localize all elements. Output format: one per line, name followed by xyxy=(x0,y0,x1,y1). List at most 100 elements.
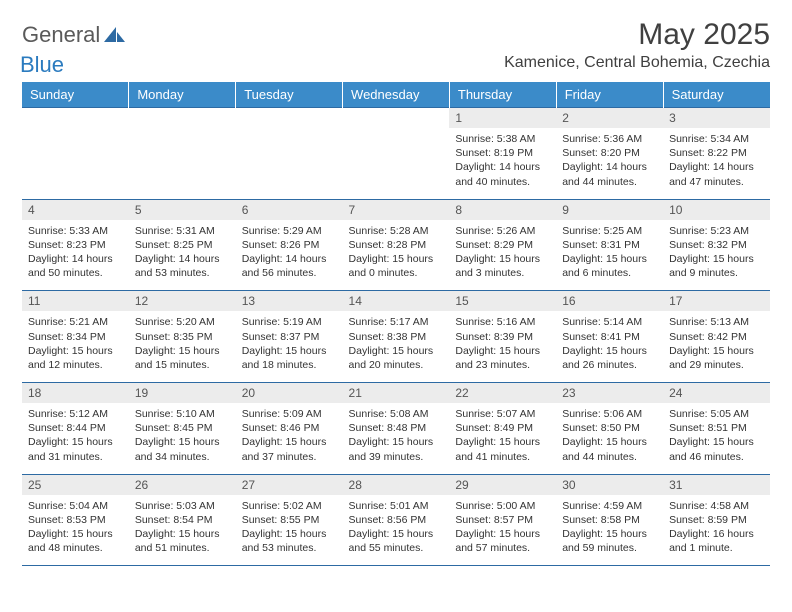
daylight-text-1: Daylight: 15 hours xyxy=(349,435,444,449)
day-number: 9 xyxy=(556,200,663,220)
daylight-text-2: and 57 minutes. xyxy=(455,541,550,555)
day-details: Sunrise: 5:12 AMSunset: 8:44 PMDaylight:… xyxy=(22,403,129,474)
daylight-text-2: and 31 minutes. xyxy=(28,450,123,464)
daylight-text-2: and 37 minutes. xyxy=(242,450,337,464)
sunrise-text: Sunrise: 5:05 AM xyxy=(669,407,764,421)
daylight-text-1: Daylight: 15 hours xyxy=(28,344,123,358)
daylight-text-1: Daylight: 15 hours xyxy=(669,344,764,358)
daylight-text-1: Daylight: 15 hours xyxy=(455,435,550,449)
daylight-text-2: and 3 minutes. xyxy=(455,266,550,280)
calendar-day-cell: 17Sunrise: 5:13 AMSunset: 8:42 PMDayligh… xyxy=(663,291,770,383)
calendar-day-cell: 10Sunrise: 5:23 AMSunset: 8:32 PMDayligh… xyxy=(663,199,770,291)
daylight-text-2: and 44 minutes. xyxy=(562,450,657,464)
day-number: 18 xyxy=(22,383,129,403)
day-number: 20 xyxy=(236,383,343,403)
daylight-text-1: Daylight: 15 hours xyxy=(135,344,230,358)
daylight-text-1: Daylight: 15 hours xyxy=(562,252,657,266)
day-number: 19 xyxy=(129,383,236,403)
sunset-text: Sunset: 8:57 PM xyxy=(455,513,550,527)
daylight-text-2: and 50 minutes. xyxy=(28,266,123,280)
brand-logo: General xyxy=(22,22,128,48)
daylight-text-2: and 20 minutes. xyxy=(349,358,444,372)
calendar-day-cell: 31Sunrise: 4:58 AMSunset: 8:59 PMDayligh… xyxy=(663,474,770,566)
daylight-text-1: Daylight: 14 hours xyxy=(135,252,230,266)
calendar-day-cell: 21Sunrise: 5:08 AMSunset: 8:48 PMDayligh… xyxy=(343,383,450,475)
sunrise-text: Sunrise: 5:21 AM xyxy=(28,315,123,329)
month-title: May 2025 xyxy=(504,18,770,52)
daylight-text-2: and 9 minutes. xyxy=(669,266,764,280)
daylight-text-1: Daylight: 14 hours xyxy=(28,252,123,266)
weekday-header: Wednesday xyxy=(343,82,450,108)
brand-text-1: General xyxy=(22,22,100,48)
day-details: Sunrise: 4:58 AMSunset: 8:59 PMDaylight:… xyxy=(663,495,770,566)
sunset-text: Sunset: 8:50 PM xyxy=(562,421,657,435)
calendar-day-cell: 8Sunrise: 5:26 AMSunset: 8:29 PMDaylight… xyxy=(449,199,556,291)
daylight-text-1: Daylight: 15 hours xyxy=(135,435,230,449)
day-number: 27 xyxy=(236,475,343,495)
sunset-text: Sunset: 8:31 PM xyxy=(562,238,657,252)
day-details: Sunrise: 5:34 AMSunset: 8:22 PMDaylight:… xyxy=(663,128,770,199)
day-number: 3 xyxy=(663,108,770,128)
weekday-header: Friday xyxy=(556,82,663,108)
sunrise-text: Sunrise: 5:09 AM xyxy=(242,407,337,421)
day-details: Sunrise: 5:02 AMSunset: 8:55 PMDaylight:… xyxy=(236,495,343,566)
calendar-day-cell: 27Sunrise: 5:02 AMSunset: 8:55 PMDayligh… xyxy=(236,474,343,566)
day-number xyxy=(343,108,450,128)
calendar-day-cell: 20Sunrise: 5:09 AMSunset: 8:46 PMDayligh… xyxy=(236,383,343,475)
sunset-text: Sunset: 8:55 PM xyxy=(242,513,337,527)
sunrise-text: Sunrise: 5:28 AM xyxy=(349,224,444,238)
sunrise-text: Sunrise: 5:14 AM xyxy=(562,315,657,329)
day-number: 13 xyxy=(236,291,343,311)
calendar-day-cell: 4Sunrise: 5:33 AMSunset: 8:23 PMDaylight… xyxy=(22,199,129,291)
calendar-day-cell: 15Sunrise: 5:16 AMSunset: 8:39 PMDayligh… xyxy=(449,291,556,383)
sunset-text: Sunset: 8:32 PM xyxy=(669,238,764,252)
daylight-text-2: and 56 minutes. xyxy=(242,266,337,280)
day-number: 15 xyxy=(449,291,556,311)
sunset-text: Sunset: 8:44 PM xyxy=(28,421,123,435)
brand-text-2: Blue xyxy=(20,52,64,77)
day-details xyxy=(22,128,129,199)
sunset-text: Sunset: 8:46 PM xyxy=(242,421,337,435)
sunset-text: Sunset: 8:19 PM xyxy=(455,146,550,160)
day-details: Sunrise: 5:31 AMSunset: 8:25 PMDaylight:… xyxy=(129,220,236,291)
sunrise-text: Sunrise: 5:10 AM xyxy=(135,407,230,421)
day-details: Sunrise: 5:33 AMSunset: 8:23 PMDaylight:… xyxy=(22,220,129,291)
calendar-day-cell: 1Sunrise: 5:38 AMSunset: 8:19 PMDaylight… xyxy=(449,108,556,200)
day-details: Sunrise: 5:05 AMSunset: 8:51 PMDaylight:… xyxy=(663,403,770,474)
sunrise-text: Sunrise: 5:34 AM xyxy=(669,132,764,146)
daylight-text-1: Daylight: 14 hours xyxy=(669,160,764,174)
daylight-text-2: and 1 minute. xyxy=(669,541,764,555)
calendar-day-cell xyxy=(343,108,450,200)
calendar-week-row: 1Sunrise: 5:38 AMSunset: 8:19 PMDaylight… xyxy=(22,108,770,200)
day-details: Sunrise: 5:07 AMSunset: 8:49 PMDaylight:… xyxy=(449,403,556,474)
day-details: Sunrise: 5:29 AMSunset: 8:26 PMDaylight:… xyxy=(236,220,343,291)
sunrise-text: Sunrise: 5:03 AM xyxy=(135,499,230,513)
sunset-text: Sunset: 8:45 PM xyxy=(135,421,230,435)
sunset-text: Sunset: 8:54 PM xyxy=(135,513,230,527)
sunset-text: Sunset: 8:23 PM xyxy=(28,238,123,252)
daylight-text-1: Daylight: 16 hours xyxy=(669,527,764,541)
sunset-text: Sunset: 8:53 PM xyxy=(28,513,123,527)
sunset-text: Sunset: 8:49 PM xyxy=(455,421,550,435)
day-number: 21 xyxy=(343,383,450,403)
daylight-text-2: and 0 minutes. xyxy=(349,266,444,280)
sunrise-text: Sunrise: 5:33 AM xyxy=(28,224,123,238)
brand-sail-icon xyxy=(104,25,126,48)
day-details: Sunrise: 4:59 AMSunset: 8:58 PMDaylight:… xyxy=(556,495,663,566)
calendar-day-cell: 26Sunrise: 5:03 AMSunset: 8:54 PMDayligh… xyxy=(129,474,236,566)
sunset-text: Sunset: 8:34 PM xyxy=(28,330,123,344)
day-details: Sunrise: 5:09 AMSunset: 8:46 PMDaylight:… xyxy=(236,403,343,474)
sunrise-text: Sunrise: 5:00 AM xyxy=(455,499,550,513)
sunrise-text: Sunrise: 5:07 AM xyxy=(455,407,550,421)
day-number: 12 xyxy=(129,291,236,311)
day-details: Sunrise: 5:28 AMSunset: 8:28 PMDaylight:… xyxy=(343,220,450,291)
sunrise-text: Sunrise: 5:26 AM xyxy=(455,224,550,238)
sunset-text: Sunset: 8:42 PM xyxy=(669,330,764,344)
daylight-text-2: and 51 minutes. xyxy=(135,541,230,555)
daylight-text-1: Daylight: 14 hours xyxy=(242,252,337,266)
calendar-day-cell: 30Sunrise: 4:59 AMSunset: 8:58 PMDayligh… xyxy=(556,474,663,566)
day-details xyxy=(236,128,343,199)
daylight-text-2: and 39 minutes. xyxy=(349,450,444,464)
day-number: 22 xyxy=(449,383,556,403)
day-number: 28 xyxy=(343,475,450,495)
